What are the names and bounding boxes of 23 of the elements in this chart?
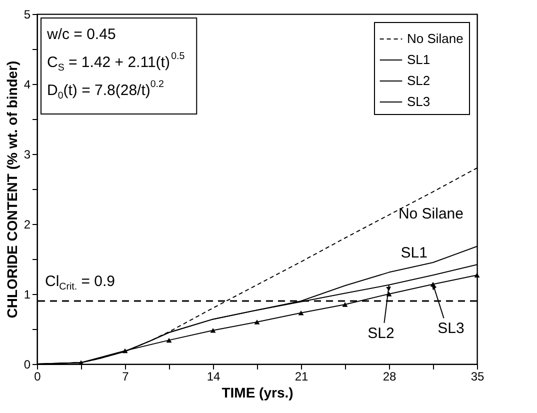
x-tick-label: 0 [34,370,42,384]
annotation: SL1 [400,244,428,262]
y-axis-title: CHLORIDE CONTENT (% wt. of binder) [4,60,20,318]
x-tick-label: 21 [294,370,308,384]
y-tick-label: 3 [24,148,31,162]
legend-label: SL2 [407,73,430,88]
legend-label: SL3 [407,94,430,109]
x-tick-label: 35 [470,370,484,384]
annotation: SL2 [368,324,394,342]
legend-label: SL1 [407,52,430,67]
x-tick-label: 28 [382,370,396,384]
annotation: w/c = 0.45 [46,26,116,43]
y-tick-label: 4 [24,78,31,92]
x-axis-title: TIME (yrs.) [222,384,294,400]
x-tick-label: 7 [122,370,130,384]
y-tick-label: 2 [24,218,31,232]
x-tick-label: 14 [206,370,220,384]
annotation: SL3 [438,320,464,338]
y-tick-label: 0 [24,358,31,372]
annotation: No Silane [398,205,464,222]
y-tick-label: 5 [24,8,31,22]
y-tick-label: 1 [24,288,31,302]
legend-label: No Silane [407,31,464,46]
